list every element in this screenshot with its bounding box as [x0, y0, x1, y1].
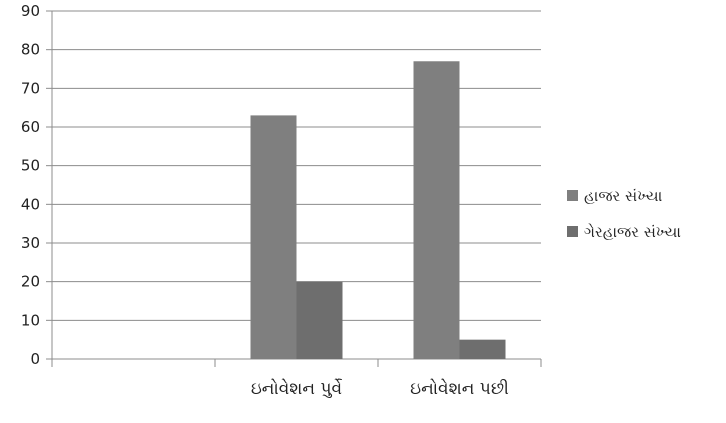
bar-present: [250, 115, 297, 360]
x-category-label: ઇનોવેશન પછી: [410, 378, 509, 399]
legend-label: હાજર સંખ્યા: [584, 187, 663, 205]
y-tick-label: 40: [21, 195, 40, 213]
y-tick-label: 20: [21, 273, 40, 291]
bars: [250, 61, 506, 360]
y-tick-label: 50: [21, 157, 40, 175]
x-category-label: ઇનોવેશન પુર્વે: [251, 378, 343, 399]
legend-swatch: [567, 226, 578, 237]
y-tick-label: 90: [21, 2, 40, 20]
bar-absent: [459, 339, 506, 359]
legend-label: ગેરહાજર સંખ્યા: [584, 223, 681, 241]
y-tick-labels: 0 10 20 30 40 50 60 70 80 90: [21, 2, 40, 368]
legend: હાજર સંખ્યા ગેરહાજર સંખ્યા: [567, 187, 681, 241]
y-tick-label: 10: [21, 311, 40, 329]
y-tick-label: 60: [21, 118, 40, 136]
y-tick-label: 80: [21, 41, 40, 59]
y-tick-label: 30: [21, 234, 40, 252]
bar-absent: [296, 281, 343, 359]
y-tick-label: 70: [21, 79, 40, 97]
bar-present: [413, 61, 460, 360]
x-category-labels: ઇનોવેશન પુર્વે ઇનોવેશન પછી: [251, 378, 509, 399]
y-tick-label: 0: [30, 350, 40, 368]
legend-swatch: [567, 190, 578, 201]
